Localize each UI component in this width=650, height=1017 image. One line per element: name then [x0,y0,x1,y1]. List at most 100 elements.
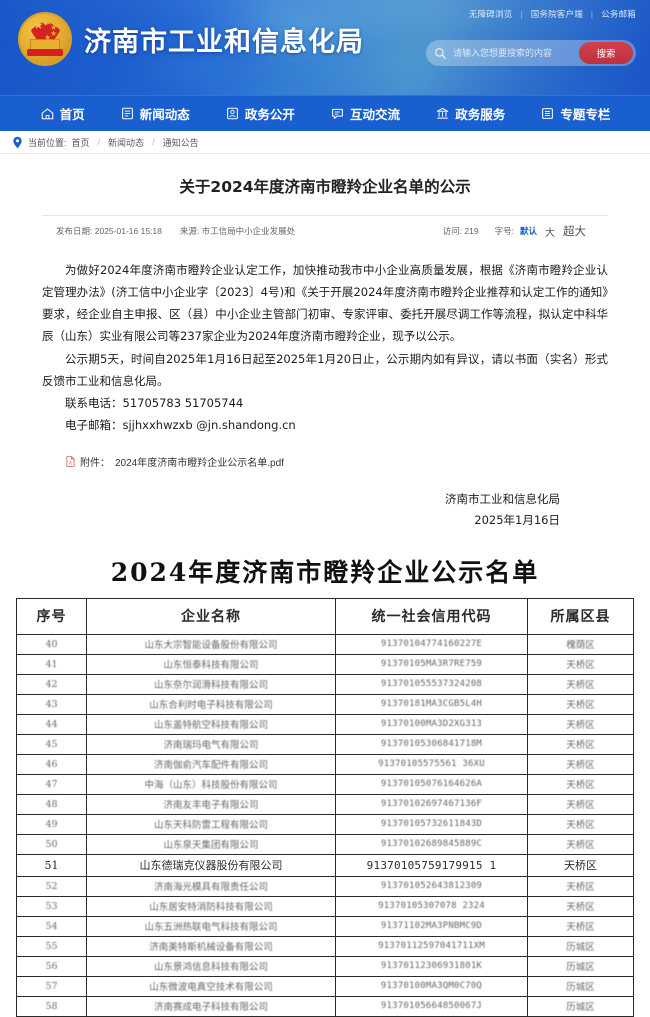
table-row: 53 山东居安特消防科技有限公司 91370105307078 2324 天桥区 [16,896,634,918]
nav-label: 专题专栏 [560,107,611,122]
cell-company-name: 山东恒泰科技有限公司 [86,654,336,676]
cell-index: 44 [16,714,87,736]
table-row: 54 山东五洲热联电气科技有限公司 91371102MA3PNBMC9D 天桥区 [16,916,634,938]
cell-company-name: 山东泉天集团有限公司 [86,834,336,856]
attachment-label: 附件： [80,457,110,469]
visits-field: 访问: 219 [443,225,479,237]
cell-index: 46 [16,754,87,776]
cell-district: 天桥区 [527,794,634,816]
cell-company-name: 山东奈尔润滑科技有限公司 [86,674,336,696]
cell-company-name: 山东五洲热联电气科技有限公司 [86,916,336,938]
cell-company-name: 中海（山东）科技股份有限公司 [86,774,336,796]
national-emblem-icon: ★ ★ ★ ★ ★ [18,12,72,66]
table-row: 44 山东盖特航空科技有限公司 91370100MA3D2XG313 天桥区 [16,714,634,736]
article-paragraph: 公示期5天，时间自2025年1月16日起至2025年1月20日止，公示期内如有异… [42,351,608,388]
article-signature: 济南市工业和信息化局 2025年1月16日 [42,489,608,532]
site-search[interactable]: 搜索 [426,40,636,66]
nav-label: 首页 [59,107,85,122]
column-header-company-name: 企业名称 [86,598,336,636]
gazelle-enterprise-table: 序号 企业名称 统一社会信用代码 所属区县 40 山东大宗智能设备股份有限公司 91… [16,598,634,1017]
cell-index: 45 [16,734,87,756]
nav-item-news[interactable]: 新闻动态 [120,104,190,123]
cell-index: 43 [16,694,87,716]
fontsize-large-button[interactable]: 大 [545,227,555,239]
top-link-state-council[interactable]: 国务院客户端 [530,9,583,19]
table-row: 48 济南友丰电子有限公司 91370102697467136F 天桥区 [16,794,634,816]
cell-credit-code: 91370104774160227E [335,634,528,656]
search-button[interactable]: 搜索 [579,42,633,64]
cell-index: 40 [16,634,87,656]
nav-item-open-government[interactable]: 政务公开 [225,104,295,123]
cell-credit-code: 91370105076164626A [335,774,528,796]
nav-item-services[interactable]: 政务服务 [435,104,505,123]
nav-item-special-columns[interactable]: 专题专栏 [540,104,610,123]
breadcrumb-item-home[interactable]: 首页 [71,137,90,148]
source-label: 来源: [179,226,200,237]
top-link-official-mail[interactable]: 公务邮箱 [601,9,636,19]
nav-label: 政务服务 [455,107,506,122]
publish-date-value: 2025-01-16 15:18 [94,226,162,237]
cell-credit-code: 91370100MA3D2XG313 [335,714,528,736]
nav-item-home[interactable]: 首页 [40,104,85,123]
nav-label: 新闻动态 [139,107,190,122]
cell-district: 天桥区 [527,834,634,856]
fontsize-default-button[interactable]: 默认 [519,226,537,237]
cell-credit-code: 91370112306931801K [335,956,528,978]
top-link-accessibility[interactable]: 无障碍浏览 [468,9,513,19]
breadcrumb-item-news[interactable]: 新闻动态 [108,137,145,148]
article-meta: 发布日期: 2025-01-16 15:18 来源: 市工信局中小企业发展处 访… [42,215,608,247]
cell-company-name: 济南赛成电子科技有限公司 [86,996,336,1017]
fontsize-label: 字号: [494,226,514,237]
cell-index: 47 [16,774,87,796]
breadcrumb-item-notices[interactable]: 通知公告 [162,137,199,148]
signature-date: 2025年1月16日 [474,513,560,528]
table-row: 58 济南赛成电子科技有限公司 91370105664850067J 历城区 [16,996,634,1017]
bank-icon [436,107,449,119]
cell-index: 53 [16,896,87,918]
cell-company-name: 济南美特斯机械设备有限公司 [86,936,336,958]
search-input[interactable] [447,47,579,59]
site-header-banner: 无障碍浏览 | 国务院客户端 | 公务邮箱 ★ ★ ★ ★ ★ 济南市工业和信息… [0,0,650,95]
table-row: 57 山东微波电真空技术有限公司 91370100MA3QM0C70Q 历城区 [16,976,634,998]
table-row: 55 济南美特斯机械设备有限公司 91370112597041711XM 历城区 [16,936,634,958]
cell-credit-code: 91370105306841718M [335,734,528,756]
fontsize-extra-large-button[interactable]: 超大 [563,226,586,239]
site-brand[interactable]: ★ ★ ★ ★ ★ 济南市工业和信息化局 [18,12,364,66]
cell-index: 52 [16,876,87,898]
cell-index: 49 [16,814,87,836]
cell-credit-code: 91370181MA3CGB5L4H [335,694,528,716]
cell-company-name: 济南瑞玛电气有限公司 [86,734,336,756]
cell-credit-code: 91370102689845889C [335,834,528,856]
table-row: 42 山东奈尔润滑科技有限公司 913701055537324208 天桥区 [16,674,634,696]
column-header-district: 所属区县 [527,598,634,636]
breadcrumb-separator: / [97,137,101,147]
cell-district: 天桥区 [527,876,634,898]
cell-district: 历城区 [527,976,634,998]
cell-index: 58 [16,996,87,1017]
cell-district: 天桥区 [527,654,634,676]
nav-item-interaction[interactable]: 互动交流 [330,104,400,123]
cell-company-name: 济南海光模具有限责任公司 [86,876,336,898]
cell-district: 天桥区 [527,694,634,716]
cell-district: 历城区 [527,956,634,978]
cell-district: 天桥区 [527,916,634,938]
source-field: 来源: 市工信局中小企业发展处 [180,225,295,237]
attachment-row[interactable]: A 附件： 2024年度济南市瞪羚企业公示名单.pdf [42,454,608,469]
table-row: 41 山东恒泰科技有限公司 91370105MA3R7RE759 天桥区 [16,654,634,676]
cell-company-name: 济南友丰电子有限公司 [86,794,336,816]
breadcrumb-separator: / [152,137,155,147]
top-link-separator: | [590,9,594,19]
scanned-listing-section: 2024年度济南市瞪羚企业公示名单 序号 企业名称 统一社会信用代码 所属区县 … [0,553,650,1017]
cell-district: 天桥区 [527,814,634,836]
cell-credit-code: 91370112597041711XM [335,936,528,958]
cell-index: 41 [16,654,87,676]
signature-organization: 济南市工业和信息化局 [445,491,560,506]
publish-date-field: 发布日期: 2025-01-16 15:18 [56,225,162,237]
columns-icon [542,108,554,119]
attachment-link[interactable]: 2024年度济南市瞪羚企业公示名单.pdf [115,457,284,469]
table-row: 56 山东景鸿信息科技有限公司 91370112306931801K 历城区 [16,956,634,978]
cell-index: 54 [16,916,87,938]
table-header-row: 序号 企业名称 统一社会信用代码 所属区县 [16,598,634,636]
cell-credit-code: 91371102MA3PNBMC9D [335,916,528,938]
cell-credit-code: 91370105664850067J [335,996,528,1017]
